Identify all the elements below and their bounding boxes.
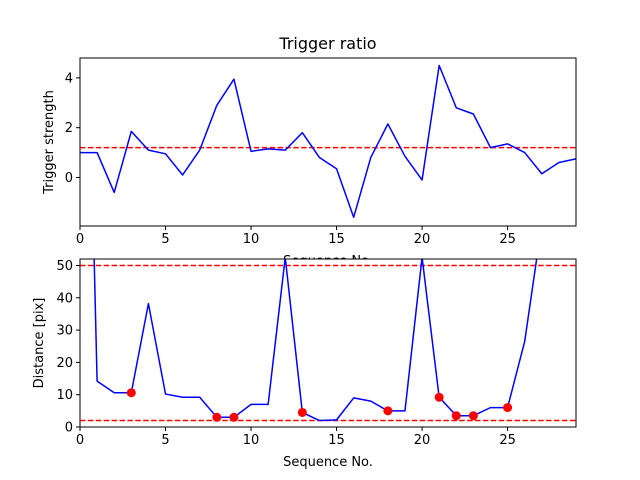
y-tick-label: 30 [56,324,73,339]
x-tick-label: 15 [328,232,345,247]
x-tick-label: 15 [328,433,345,448]
tick-group: 0 5 10 15 20 25 0 2 4 [65,71,516,247]
series-group [80,64,576,219]
y-axis-label: Distance [pix] [32,298,47,389]
y-tick-label: 0 [65,171,73,186]
y-tick-label: 4 [65,71,73,86]
y-tick-label: 20 [56,356,73,371]
y-tick-label: 50 [56,259,73,274]
y-tick-label: 2 [65,121,73,136]
data-point-marker [451,411,461,421]
x-axis-label: Sequence No. [283,455,373,470]
data-point-marker [126,388,136,398]
y-tick-label: 40 [56,291,73,306]
series-line [80,64,576,219]
y-tick-label: 10 [56,388,73,403]
series-line [93,259,538,422]
data-point-marker [212,412,222,422]
x-tick-label: 10 [243,433,260,448]
data-point-marker [468,411,478,421]
x-tick-label: 20 [414,433,431,448]
data-point-marker [434,392,444,402]
plot-frame [79,57,577,227]
plot-frame [79,258,577,428]
y-axis-label: Trigger strength [42,90,57,195]
x-tick-label: 25 [499,433,516,448]
data-point-marker [503,403,513,413]
trigger-ratio-panel: Trigger ratio Trigger strength Sequence … [42,34,577,269]
plot-area [80,58,576,226]
x-tick-label: 10 [243,232,260,247]
series-group [80,259,576,422]
tick-group: 0 5 10 15 20 25 0 10 20 30 40 50 [56,259,515,448]
x-tick-label: 5 [161,433,169,448]
x-tick-label: 5 [161,232,169,247]
x-tick-label: 20 [414,232,431,247]
x-tick-label: 25 [499,232,516,247]
chart-title: Trigger ratio [278,34,376,53]
distance-panel: Distance [pix] Sequence No. 0 5 10 15 20 25 0 1… [32,258,577,470]
plot-area [80,259,576,427]
data-point-marker [229,412,239,422]
data-point-marker [297,407,307,417]
x-tick-label: 0 [76,433,84,448]
x-tick-label: 0 [76,232,84,247]
y-tick-label: 0 [65,421,73,436]
data-point-marker [383,406,393,416]
